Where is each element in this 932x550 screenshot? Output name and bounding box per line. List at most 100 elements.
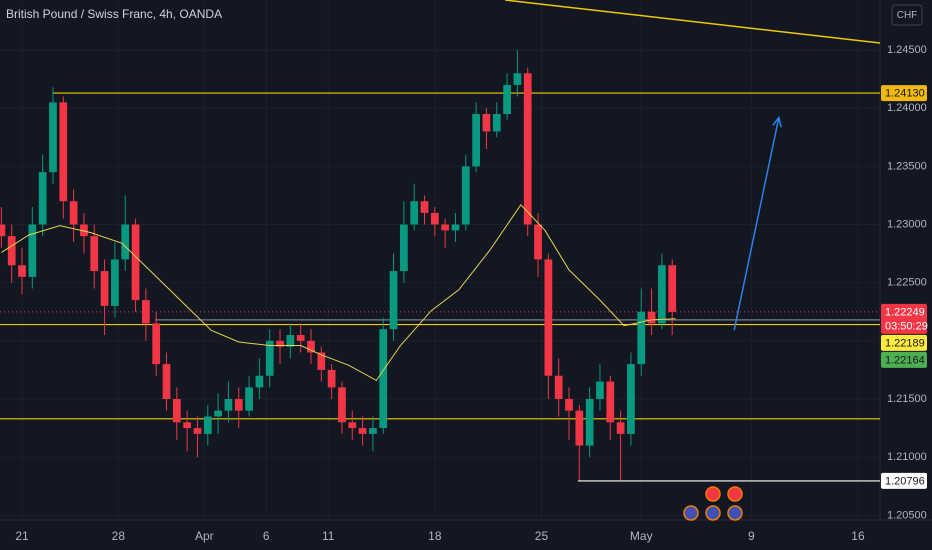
axes: 1.205001.210001.215001.220001.225001.230… <box>15 44 927 543</box>
y-tick-label: 1.23000 <box>887 218 927 230</box>
level-price-label: 1.24130 <box>885 87 925 99</box>
candle-body <box>461 166 470 225</box>
candle-body <box>111 259 119 306</box>
y-tick-label: 1.21000 <box>887 451 927 463</box>
candle-body <box>245 387 253 411</box>
candle-body <box>658 265 666 324</box>
candle-body <box>400 224 408 272</box>
event-icon[interactable] <box>705 505 721 521</box>
candle-body <box>596 381 604 400</box>
candle-body <box>224 399 233 411</box>
candle-body <box>296 335 305 341</box>
event-icon[interactable] <box>683 505 699 521</box>
candle-body <box>317 352 326 370</box>
candle-body <box>338 387 346 423</box>
price-label-box <box>881 303 927 334</box>
y-tick-label: 1.22500 <box>887 277 927 289</box>
candle-body <box>183 422 192 429</box>
candle-body <box>255 375 264 388</box>
candle-body <box>513 73 522 85</box>
candle-body <box>276 340 284 347</box>
candle-body <box>637 311 646 365</box>
candle-body <box>18 265 26 277</box>
candle-body <box>59 102 68 202</box>
countdown: 03:50:29 <box>885 320 928 332</box>
candle-body <box>410 201 419 225</box>
level-price-box <box>881 472 927 489</box>
candle-body <box>193 428 202 434</box>
currency-box[interactable] <box>891 4 923 26</box>
candle-body <box>348 422 357 429</box>
x-tick-label: May <box>630 529 653 543</box>
candle-body <box>544 259 553 376</box>
x-tick-label: Apr <box>195 529 214 543</box>
candle-body <box>162 364 171 400</box>
y-tick-label: 1.21500 <box>887 393 927 405</box>
candle-body <box>38 172 47 225</box>
event-icon[interactable] <box>727 486 743 502</box>
candle-body <box>265 340 274 376</box>
price-label: 1.22189 <box>885 337 925 349</box>
candle-body <box>668 265 677 312</box>
candle-body <box>131 224 140 301</box>
candle-body <box>492 114 501 132</box>
candle-body <box>616 422 625 434</box>
candle-body <box>482 114 491 132</box>
x-tick-label: 21 <box>15 529 29 543</box>
candle-body <box>203 416 212 434</box>
candle-body <box>28 224 37 277</box>
candle-body <box>379 329 388 429</box>
candle-body <box>420 201 429 213</box>
currency[interactable]: CHF <box>897 10 918 21</box>
candle-body <box>121 224 130 260</box>
candle-body <box>327 369 336 388</box>
candle-body <box>503 84 511 115</box>
candle-body <box>575 410 584 446</box>
candle-body <box>451 224 460 231</box>
price-label: 1.22164 <box>885 354 925 366</box>
y-tick-label: 1.20500 <box>887 509 927 521</box>
candle-body <box>369 428 377 434</box>
y-tick-label: 1.24500 <box>887 44 927 56</box>
event-icon[interactable] <box>727 505 743 521</box>
chart-title: British Pound / Swiss Franc, 4h, OANDA <box>6 7 222 21</box>
x-tick-label: 6 <box>263 529 270 543</box>
candle-body <box>389 271 398 330</box>
candle-body <box>141 300 150 324</box>
candle-body <box>152 323 161 365</box>
candle-body <box>0 224 6 237</box>
candle-body <box>627 364 635 434</box>
moving-average <box>1 203 676 382</box>
event-icon[interactable] <box>705 486 721 502</box>
x-tick-label: 11 <box>322 529 335 543</box>
y-tick-label: 1.24000 <box>887 102 927 114</box>
candle-body <box>585 399 594 446</box>
candle-body <box>565 399 573 411</box>
candle-body <box>534 224 542 260</box>
y-tick-label: 1.23500 <box>887 160 927 172</box>
price-label-box <box>881 334 927 351</box>
arrow-head <box>772 115 782 128</box>
candle-body <box>286 335 295 347</box>
price-label: 1.22249 <box>885 306 925 318</box>
candle-body <box>80 224 88 237</box>
x-tick-label: 16 <box>851 529 865 543</box>
trendline <box>733 117 780 331</box>
candle-body <box>472 114 480 167</box>
candle-body <box>49 102 57 173</box>
event-icons <box>683 486 743 521</box>
x-tick-label: 28 <box>112 529 126 543</box>
candle-body <box>554 375 563 400</box>
candle-body <box>214 410 222 417</box>
candle-body <box>430 212 439 225</box>
level-price-box <box>881 85 927 102</box>
x-tick-label: 9 <box>748 529 755 543</box>
candle-body <box>234 399 243 411</box>
price-label-box <box>881 351 927 368</box>
candle-body <box>606 381 615 423</box>
candle-body <box>100 271 109 306</box>
candle-body <box>69 201 78 225</box>
